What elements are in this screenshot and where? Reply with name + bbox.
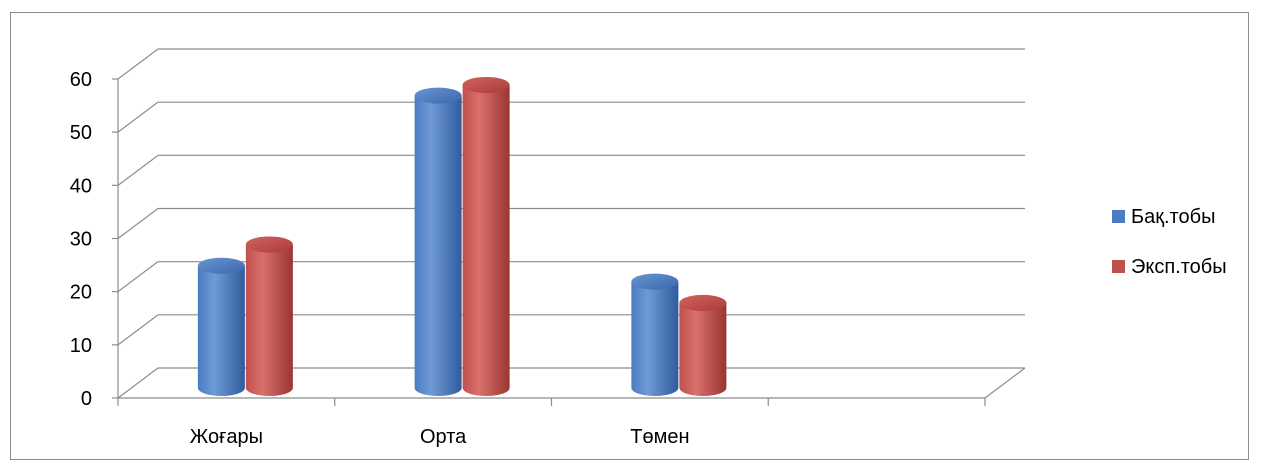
legend-item: Эксп.тобы [1112,256,1227,278]
bar-body [631,281,679,396]
y-tick-label: 30 [70,229,92,251]
bar-top [631,273,679,290]
x-tick-label: Төмен [630,426,689,448]
legend-label: Бақ.тобы [1131,206,1215,228]
gridline [117,154,1025,186]
bar-body [245,244,293,396]
bar-body [197,265,245,396]
bar-body [679,302,727,396]
bar-top [414,87,462,104]
axes [112,78,986,406]
gridline [117,101,1025,133]
y-tick-label: 60 [70,69,92,91]
bar-top [197,257,245,274]
legend-label: Эксп.тобы [1131,256,1227,278]
bar-body [462,84,510,396]
y-tick-label: 40 [70,175,92,197]
x-tick-label: Орта [420,426,467,448]
bar-top [679,294,727,311]
gridline [117,367,1026,399]
bar-Жоғары-Бақ.тобы [197,257,245,396]
bar-Төмен-Бақ.тобы [631,273,679,396]
legend-item: Бақ.тобы [1112,206,1215,228]
gridline [117,48,1025,80]
bar-Төмен-Эксп.тобы [679,294,727,396]
gridline [117,261,1025,293]
bar-top [462,76,510,93]
bar-Орта-Эксп.тобы [462,76,510,396]
bar-top [245,236,293,253]
gridline [117,207,1025,239]
axis-labels: 0 10 20 30 40 50 60 Жоғары Орта Төмен [70,69,690,448]
legend: Бақ.тобы Эксп.тобы [1112,206,1227,278]
bars [197,76,727,396]
gridlines [117,48,1026,399]
y-tick-label: 20 [70,282,92,304]
bar-Жоғары-Эксп.тобы [245,236,293,396]
legend-swatch [1112,210,1125,223]
gridline [117,314,1025,346]
bar-Орта-Бақ.тобы [414,87,462,396]
y-tick-label: 0 [81,388,92,410]
bar-body [414,95,462,396]
x-tick-label: Жоғары [190,426,263,448]
y-tick-label: 50 [70,122,92,144]
y-tick-label: 10 [70,335,92,357]
legend-swatch [1112,260,1125,273]
